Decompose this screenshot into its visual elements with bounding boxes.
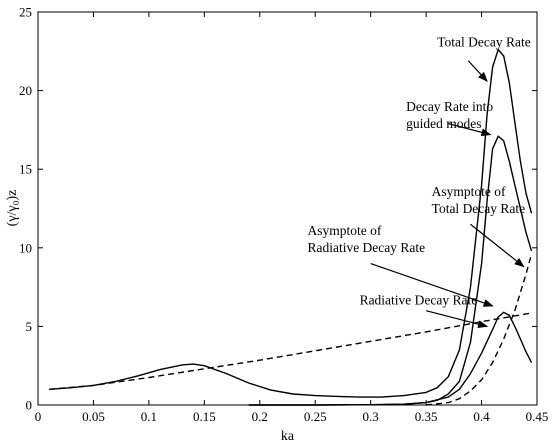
- annotation-arrow: [467, 60, 488, 82]
- y-tick-label: 15: [19, 162, 32, 177]
- series-total-decay-rate: [49, 49, 533, 398]
- y-tick-label: 20: [19, 83, 32, 98]
- x-tick-label: 0: [35, 409, 42, 424]
- x-tick-label: 0.2: [252, 409, 268, 424]
- series-asymptote-of-radiative-decay-rate: [426, 253, 533, 406]
- y-tick-label: 0: [26, 398, 33, 413]
- x-tick-label: 0.15: [193, 409, 216, 424]
- series-radiative-decay-rate: [248, 311, 533, 406]
- annotation-arrow: [448, 123, 492, 137]
- annotation-label: Asymptote of: [432, 184, 506, 199]
- annotation-label: Radiative Decay Rate: [307, 240, 425, 255]
- annotation-label: Total Decay Rate: [437, 35, 531, 50]
- x-tick-label: 0.4: [473, 409, 490, 424]
- annotation-label: Radiative Decay Rate: [360, 292, 478, 307]
- x-tick-label: 0.05: [82, 409, 105, 424]
- ticks-layer: 0 0.05 0.1 0.15 0.2 0.25 0.3 0.35 0.4 0.45 0 5 10 15 2…: [19, 5, 548, 425]
- annotation-arrow: [470, 223, 525, 268]
- y-axis-label: (γ/γ₀)z: [5, 190, 20, 227]
- y-tick-label: 5: [26, 319, 33, 334]
- x-tick-label: 0.3: [363, 409, 379, 424]
- annotation-arrow: [370, 262, 494, 307]
- x-tick-label: 0.45: [526, 409, 549, 424]
- y-tick-label: 10: [19, 240, 32, 255]
- annotation-label: Total Decay Rate: [432, 201, 526, 216]
- x-tick-label: 0.25: [304, 409, 327, 424]
- y-tick-label: 25: [19, 5, 32, 20]
- annotation-label: Decay Rate into: [406, 99, 493, 114]
- x-tick-label: 0.1: [141, 409, 157, 424]
- annotation-label: Asymptote of: [307, 223, 381, 238]
- series-layer: [49, 49, 533, 406]
- annotation-arrow: [425, 310, 489, 329]
- x-axis-label: ka: [281, 429, 295, 444]
- series-asymptote-of-total-decay-rate: [49, 312, 532, 390]
- x-tick-label: 0.35: [415, 409, 438, 424]
